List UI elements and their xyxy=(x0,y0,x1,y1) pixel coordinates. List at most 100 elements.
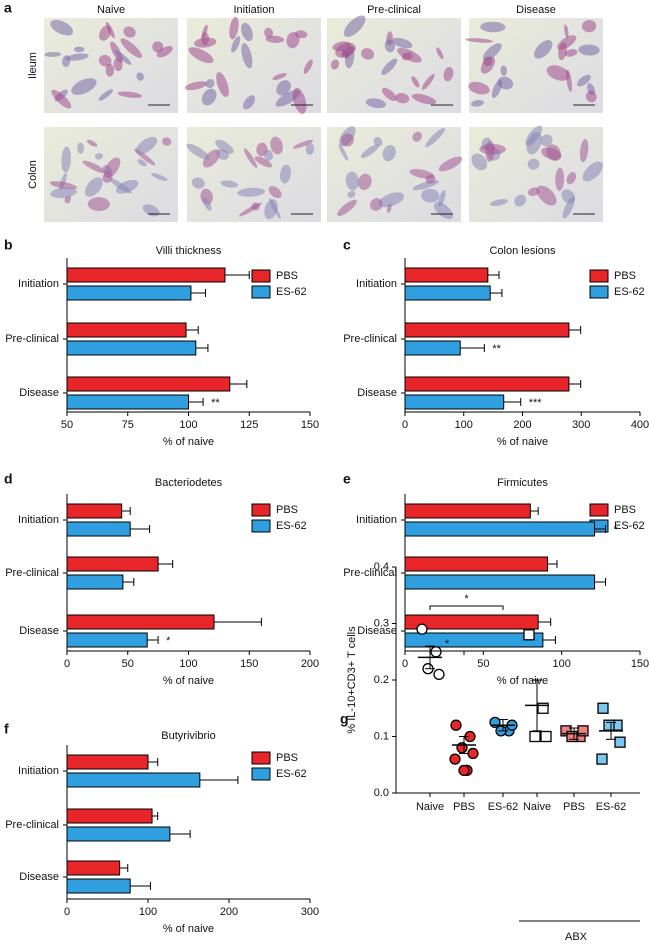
tissue xyxy=(292,87,307,114)
bar xyxy=(66,772,201,788)
data-point xyxy=(529,730,541,743)
chart-title: Firmicutes xyxy=(497,477,548,489)
tissue xyxy=(555,167,565,191)
x-tick-label: 50 xyxy=(122,658,134,670)
tissue xyxy=(479,143,506,155)
panel-letter: c xyxy=(343,237,351,253)
chart-title: Butyrivibrio xyxy=(161,730,215,742)
tissue xyxy=(264,199,278,220)
x-tick-label: 200 xyxy=(513,419,531,431)
tissue xyxy=(536,185,557,206)
tissue xyxy=(105,22,115,39)
significance: * xyxy=(614,524,619,536)
bar xyxy=(404,285,491,301)
column-label: Initiation xyxy=(234,4,275,16)
y-tick-label: Pre-clinical xyxy=(5,333,59,345)
tissue xyxy=(345,171,359,191)
tissue xyxy=(438,156,463,172)
bar xyxy=(66,322,187,338)
tissue xyxy=(105,63,115,77)
x-tick-label: 200 xyxy=(220,906,238,918)
data-point xyxy=(597,702,609,714)
tissue xyxy=(188,47,214,64)
x-tick-label: 0 xyxy=(402,419,408,431)
tissue xyxy=(49,181,77,190)
y-tick-label: Disease xyxy=(19,871,59,883)
significance: * xyxy=(445,638,450,650)
tissue xyxy=(340,133,354,147)
tissue xyxy=(184,81,208,91)
tissue xyxy=(357,173,372,191)
x-tick-label: 50 xyxy=(61,419,73,431)
tissue xyxy=(241,43,253,69)
tissue xyxy=(433,202,454,220)
tissue xyxy=(412,131,422,142)
bar xyxy=(66,808,153,824)
chart-title: Colon lesions xyxy=(489,245,556,257)
tissue xyxy=(397,47,422,63)
tissue xyxy=(369,198,383,211)
data-point xyxy=(540,730,552,743)
bar xyxy=(404,632,544,648)
bar xyxy=(66,556,159,572)
bar xyxy=(66,754,149,770)
legend-swatch xyxy=(251,285,271,299)
significance: ** xyxy=(492,343,501,355)
legend-label: PBS xyxy=(614,504,636,516)
tissue xyxy=(117,91,143,98)
tissue xyxy=(562,196,575,219)
x-tick-label: 50 xyxy=(477,658,489,670)
tissue xyxy=(425,127,446,148)
tissue xyxy=(295,30,308,39)
data-point xyxy=(614,736,626,748)
y-tick-label: Initiation xyxy=(18,765,59,777)
tissue xyxy=(201,88,217,106)
tissue xyxy=(191,177,205,189)
tissue xyxy=(338,144,349,161)
tissue xyxy=(465,38,494,43)
tissue xyxy=(114,50,132,65)
legend-swatch xyxy=(251,503,271,517)
tissue xyxy=(50,187,77,199)
tissue xyxy=(577,74,591,87)
y-axis-label: % IL-10+CD3+ T cells xyxy=(346,626,358,734)
legend-label: ES-62 xyxy=(276,286,307,298)
legend-label: ES-62 xyxy=(614,286,645,298)
data-point xyxy=(467,747,479,760)
legend-label: ES-62 xyxy=(276,768,307,780)
tissue xyxy=(436,47,444,60)
tissue xyxy=(395,93,410,104)
tissue xyxy=(82,160,106,174)
tissue xyxy=(540,134,553,147)
data-point xyxy=(449,753,461,765)
x-tick-label: 75 xyxy=(122,419,134,431)
tissue xyxy=(490,199,509,207)
legend-swatch xyxy=(251,519,271,533)
tissue xyxy=(84,177,103,197)
tissue xyxy=(243,148,258,168)
bar xyxy=(404,340,461,356)
tissue xyxy=(243,95,256,110)
tissue xyxy=(116,179,139,194)
x-axis-label: % of naive xyxy=(497,675,548,687)
x-tick-label: Naive xyxy=(523,801,551,813)
x-tick-label: 150 xyxy=(301,419,319,431)
tissue xyxy=(546,65,570,81)
tissue xyxy=(305,143,315,155)
data-point xyxy=(458,764,470,777)
data-point xyxy=(430,646,442,658)
y-tick-label: Initiation xyxy=(18,514,59,526)
chart-title: Villi thickness xyxy=(156,245,222,257)
tissue xyxy=(347,190,356,198)
tissue xyxy=(216,71,229,97)
micrographs xyxy=(44,15,603,222)
tissue xyxy=(303,59,313,74)
data-point xyxy=(537,702,549,714)
tissue xyxy=(276,80,291,96)
data-point xyxy=(450,719,462,731)
tissue xyxy=(272,72,287,81)
y-tick-label: Initiation xyxy=(18,278,59,290)
bar xyxy=(404,376,570,392)
tissue xyxy=(443,66,454,82)
data-point xyxy=(596,753,608,765)
